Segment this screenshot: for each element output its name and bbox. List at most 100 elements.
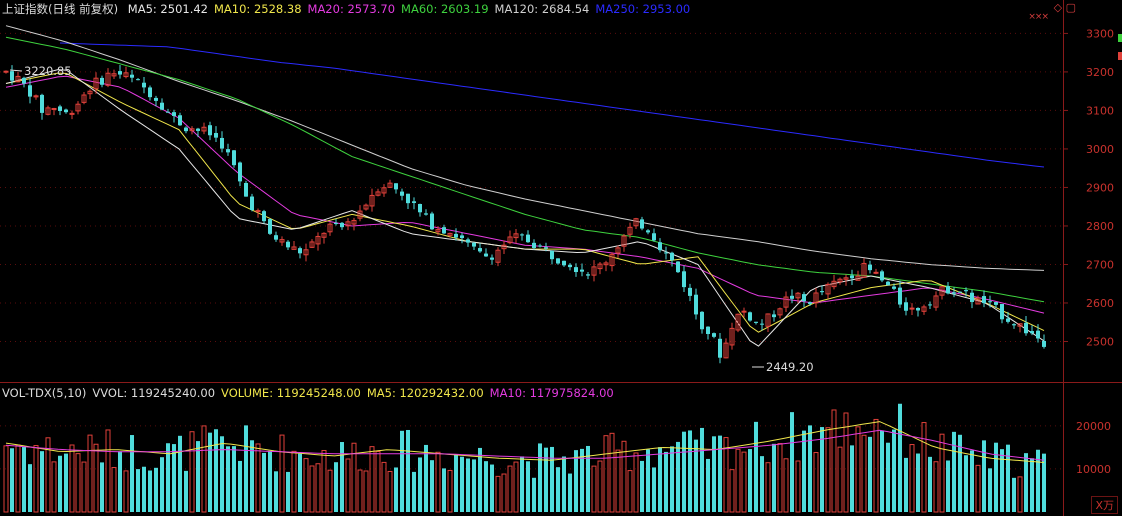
candle-body bbox=[507, 236, 513, 244]
candle-body bbox=[472, 242, 476, 247]
candle-body bbox=[831, 280, 837, 288]
volume-bar bbox=[597, 460, 603, 513]
volume-bar bbox=[244, 425, 248, 512]
volume-bar bbox=[520, 456, 524, 512]
volume-bar bbox=[454, 454, 458, 512]
candle-body bbox=[315, 235, 321, 245]
candle-body bbox=[309, 241, 315, 248]
ma-legend-item: MA120: 2684.54 bbox=[494, 2, 590, 16]
candle-body bbox=[201, 126, 207, 132]
candle-body bbox=[160, 102, 164, 110]
volume-bar bbox=[975, 464, 981, 513]
volume-bar bbox=[550, 446, 554, 512]
volume-bar bbox=[813, 452, 819, 513]
volume-bar bbox=[286, 471, 290, 512]
volume-bar bbox=[556, 467, 560, 512]
candle-body bbox=[45, 107, 51, 115]
volume-bar bbox=[898, 403, 902, 512]
candle-body bbox=[418, 204, 422, 213]
volume-bar bbox=[418, 457, 422, 512]
candle-body bbox=[375, 191, 381, 196]
volume-bar bbox=[580, 448, 584, 512]
extreme-annotations: 3220.85 2449.20 bbox=[9, 64, 814, 374]
volume-bar bbox=[375, 451, 381, 513]
volume-bar bbox=[279, 434, 285, 513]
volume-bar bbox=[238, 460, 242, 512]
candle-body bbox=[327, 223, 333, 233]
candle-body bbox=[303, 249, 309, 256]
volume-bar bbox=[412, 471, 416, 512]
candle-body bbox=[825, 283, 831, 295]
candle-body bbox=[40, 94, 44, 113]
volume-bar bbox=[495, 475, 501, 513]
candle-body bbox=[3, 70, 9, 73]
candle-body bbox=[262, 211, 266, 222]
price-tick-label: 2900 bbox=[1086, 181, 1114, 194]
moving-average-lines bbox=[5, 25, 1045, 347]
volume-bar bbox=[435, 451, 441, 513]
candle-body bbox=[93, 77, 99, 90]
candle-body bbox=[226, 149, 230, 153]
volume-bar bbox=[64, 453, 68, 512]
candle-body bbox=[591, 266, 597, 276]
candle-body bbox=[1000, 304, 1004, 320]
volume-bar bbox=[562, 456, 566, 512]
volume-bar bbox=[808, 425, 812, 512]
candle-body bbox=[916, 307, 920, 311]
candle-body bbox=[603, 262, 609, 266]
close-icon[interactable]: ××× bbox=[1028, 12, 1049, 22]
volume-bar bbox=[664, 451, 668, 512]
candle-body bbox=[735, 313, 741, 331]
candle-body bbox=[795, 292, 801, 299]
volume-bar bbox=[615, 449, 621, 513]
volume-bar bbox=[369, 446, 375, 513]
candle-body bbox=[1017, 323, 1023, 327]
corner-icons[interactable]: ◇ ▢ bbox=[1053, 1, 1076, 14]
volume-bar bbox=[676, 441, 680, 512]
volume-bar bbox=[700, 427, 704, 512]
volume-bar bbox=[820, 427, 824, 512]
volume-bar bbox=[51, 461, 57, 513]
candle-body bbox=[532, 242, 536, 249]
volume-bar bbox=[712, 436, 716, 512]
candle-body bbox=[369, 194, 375, 207]
volume-bar bbox=[609, 432, 615, 513]
candle-body bbox=[556, 258, 560, 264]
volume-bar bbox=[621, 440, 627, 513]
volume-bar bbox=[748, 449, 752, 512]
candle-body bbox=[748, 312, 752, 321]
volume-bar bbox=[783, 458, 789, 513]
volume-bar bbox=[178, 435, 182, 512]
side-scroll-markers[interactable] bbox=[1118, 34, 1122, 70]
candle-body bbox=[298, 248, 302, 254]
candle-body bbox=[69, 112, 75, 115]
candle-body bbox=[586, 274, 590, 276]
candle-body bbox=[513, 233, 519, 239]
volume-bar bbox=[291, 450, 297, 513]
volume-bar bbox=[226, 446, 230, 512]
candle-body bbox=[340, 222, 344, 228]
volume-bar bbox=[532, 477, 536, 512]
price-tick-label: 2700 bbox=[1086, 258, 1114, 271]
volume-bar bbox=[466, 458, 470, 512]
candle-body bbox=[580, 269, 584, 272]
volume-bar bbox=[472, 459, 476, 512]
candle-body bbox=[855, 275, 861, 281]
volume-bar bbox=[633, 452, 639, 513]
volume-ma-ma5 bbox=[5, 421, 1045, 463]
candle-body bbox=[111, 73, 117, 77]
candle-body bbox=[454, 233, 458, 238]
candle-body bbox=[820, 291, 824, 293]
volume-bar bbox=[861, 434, 867, 513]
candle-body bbox=[729, 327, 735, 346]
volume-bar bbox=[334, 462, 338, 512]
volume-bar bbox=[928, 456, 932, 512]
candle-body bbox=[400, 191, 404, 196]
candle-body bbox=[790, 295, 794, 299]
volume-bar bbox=[484, 461, 488, 512]
volume-bar bbox=[400, 430, 404, 512]
candle-body bbox=[952, 292, 956, 294]
candle-body bbox=[1006, 318, 1010, 322]
volume-bar bbox=[298, 453, 302, 512]
